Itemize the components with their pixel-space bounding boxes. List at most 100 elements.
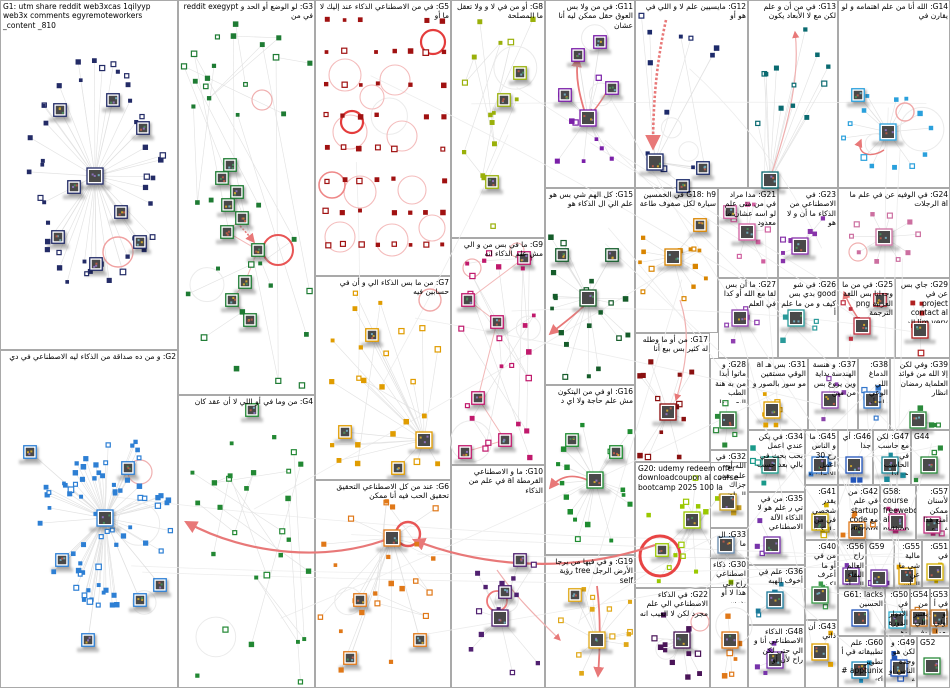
node-G21[interactable] <box>764 226 771 233</box>
hub-node-G34[interactable] <box>761 456 779 474</box>
hub-node-G15[interactable] <box>555 248 569 262</box>
node-G21[interactable] <box>761 259 766 264</box>
node-G27[interactable] <box>730 339 736 344</box>
node-G4[interactable] <box>298 461 304 467</box>
hub-node-G1[interactable] <box>89 257 103 271</box>
node-G14[interactable] <box>928 125 934 131</box>
node-G39[interactable] <box>932 422 937 428</box>
node-G12[interactable] <box>647 29 653 35</box>
hub-node-G25[interactable] <box>853 317 871 335</box>
node-G4[interactable] <box>195 500 201 506</box>
node-G9[interactable] <box>499 364 504 369</box>
node-G7[interactable] <box>330 338 335 343</box>
node-G14[interactable] <box>894 97 899 102</box>
hub-node-G8[interactable] <box>513 66 527 80</box>
hub-node-G3[interactable] <box>215 171 229 185</box>
hub-node-G10[interactable] <box>491 609 509 627</box>
node-G18[interactable] <box>697 248 702 253</box>
node-G39[interactable] <box>935 422 941 428</box>
node-G2[interactable] <box>37 520 43 526</box>
node-G32[interactable] <box>731 510 737 516</box>
node-G5[interactable] <box>356 177 363 185</box>
node-G24[interactable] <box>895 257 901 262</box>
node-G24[interactable] <box>886 212 893 219</box>
node-G10[interactable] <box>499 580 505 587</box>
node-G5[interactable] <box>423 241 430 248</box>
node-G2[interactable] <box>79 494 84 499</box>
hub-node-G39[interactable] <box>909 411 927 429</box>
hub-node-G30[interactable] <box>721 631 739 649</box>
node-G14[interactable] <box>922 152 928 157</box>
hub-node-G8[interactable] <box>497 93 511 107</box>
node-G18[interactable] <box>681 296 687 302</box>
node-G3[interactable] <box>276 35 282 41</box>
node-G5[interactable] <box>408 82 413 87</box>
node-G9[interactable] <box>527 454 533 461</box>
node-G17[interactable] <box>637 373 643 379</box>
node-G1[interactable] <box>91 58 97 64</box>
node-G1[interactable] <box>56 249 62 256</box>
node-G5[interactable] <box>374 177 380 183</box>
hub-node-G2[interactable] <box>55 553 69 567</box>
hub-node-G21[interactable] <box>738 223 756 241</box>
node-G2[interactable] <box>95 563 102 571</box>
node-G17[interactable] <box>637 452 643 459</box>
node-G13[interactable] <box>755 120 761 127</box>
hub-node-G20[interactable] <box>683 511 701 529</box>
node-G2[interactable] <box>103 460 109 466</box>
hub-node-G3[interactable] <box>235 211 249 225</box>
node-G6[interactable] <box>422 612 429 619</box>
node-G24[interactable] <box>874 259 880 264</box>
node-G8[interactable] <box>461 79 468 86</box>
node-G1[interactable] <box>87 268 93 274</box>
node-G3[interactable] <box>214 34 221 40</box>
node-G21[interactable] <box>736 253 742 259</box>
node-G2[interactable] <box>165 497 172 503</box>
node-G37[interactable] <box>821 417 826 422</box>
node-G41[interactable] <box>824 502 829 508</box>
node-G16[interactable] <box>556 462 561 467</box>
node-G3[interactable] <box>298 382 306 389</box>
node-G14[interactable] <box>892 164 897 170</box>
hub-node-G9[interactable] <box>517 251 531 265</box>
hub-node-G55[interactable] <box>898 567 916 585</box>
node-G5[interactable] <box>340 144 347 150</box>
node-G14[interactable] <box>847 121 853 127</box>
node-G1[interactable] <box>42 200 47 205</box>
node-G34[interactable] <box>761 480 767 486</box>
node-G7[interactable] <box>413 458 421 466</box>
node-G2[interactable] <box>70 551 76 557</box>
node-G16[interactable] <box>627 501 633 507</box>
node-G3[interactable] <box>256 202 262 208</box>
node-G3[interactable] <box>268 283 273 288</box>
node-G16[interactable] <box>559 480 565 486</box>
node-G12[interactable] <box>688 35 694 41</box>
node-G17[interactable] <box>648 359 654 365</box>
node-G14[interactable] <box>860 154 868 161</box>
node-G3[interactable] <box>233 365 240 372</box>
node-G22[interactable] <box>651 635 658 642</box>
node-G7[interactable] <box>434 346 442 353</box>
hub-node-G16[interactable] <box>586 471 604 489</box>
hub-node-G46[interactable] <box>845 456 863 474</box>
node-G15[interactable] <box>562 373 569 380</box>
node-G7[interactable] <box>435 461 441 467</box>
node-G48[interactable] <box>771 641 777 646</box>
node-G3[interactable] <box>272 53 280 61</box>
node-G5[interactable] <box>391 241 398 247</box>
hub-node-G50[interactable] <box>888 611 906 629</box>
node-G30[interactable] <box>733 657 738 661</box>
node-G8[interactable] <box>489 120 495 125</box>
node-G55[interactable] <box>896 564 902 570</box>
node-G51[interactable] <box>934 579 939 584</box>
node-G15[interactable] <box>596 366 601 372</box>
hub-node-G6[interactable] <box>343 651 357 665</box>
node-G17[interactable] <box>689 369 695 375</box>
node-G2[interactable] <box>111 592 117 598</box>
hub-node-G6[interactable] <box>413 633 427 647</box>
hub-node-G53[interactable] <box>930 609 948 627</box>
node-G10[interactable] <box>496 607 501 612</box>
node-G15[interactable] <box>550 306 554 311</box>
node-G30[interactable] <box>725 613 731 619</box>
node-G4[interactable] <box>272 435 277 440</box>
